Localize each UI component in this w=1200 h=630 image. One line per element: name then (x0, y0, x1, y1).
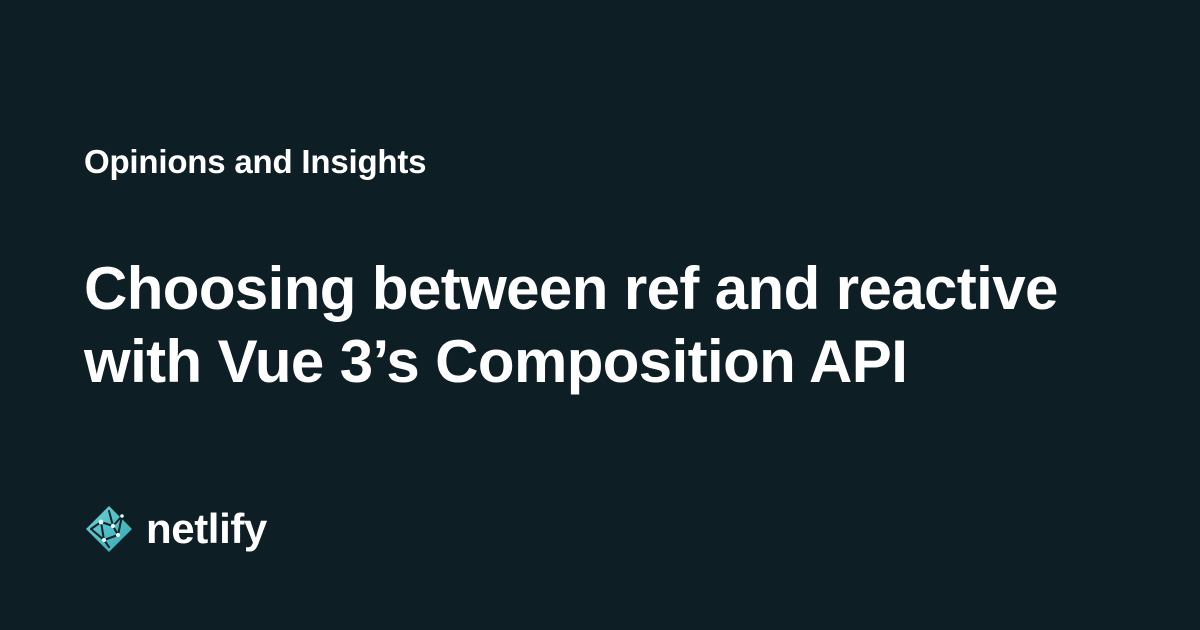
category-label: Opinions and Insights (84, 143, 427, 180)
title-line-1: Choosing between ref and reactive (84, 255, 1058, 323)
title-line-2: with Vue 3’s Composition API (84, 328, 908, 396)
page-title: Choosing between ref and reactive with V… (84, 252, 1164, 398)
netlify-logo-icon (86, 506, 132, 552)
brand-name: netlify (146, 505, 267, 552)
brand: netlify (84, 501, 267, 557)
